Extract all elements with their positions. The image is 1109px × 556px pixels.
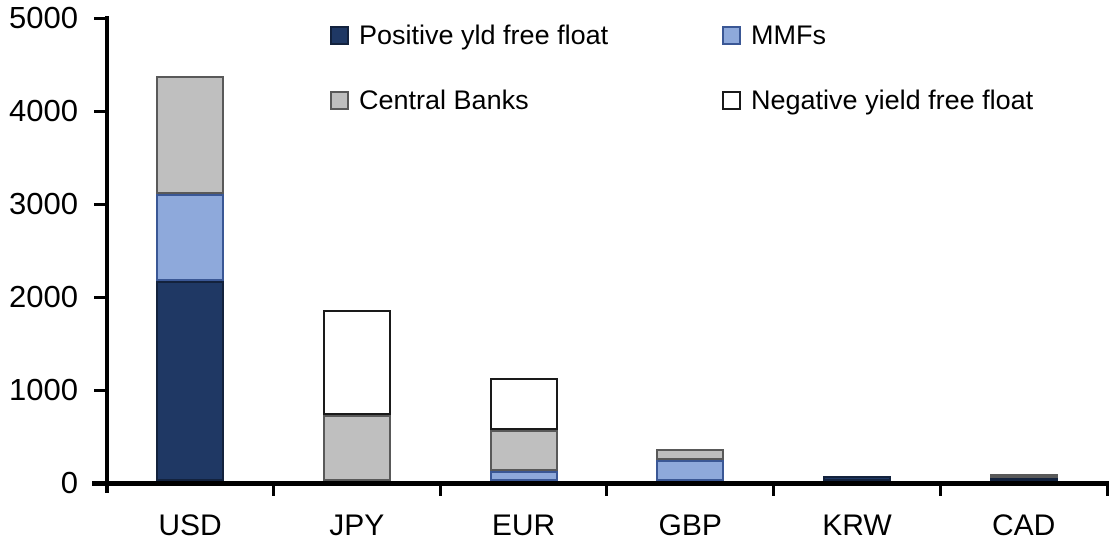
cad-positive-yld-free-float-segment [989,477,1058,482]
jpy-central-banks-segment [322,414,391,481]
jpy-negative-yield-free-float-segment [322,309,391,415]
legend-label: Central Banks [359,84,529,115]
eur-negative-yield-free-float-segment [489,377,558,430]
legend-item-negative-yield-free-float: Negative yield free float [722,85,1033,115]
gbp-mmfs-segment [656,459,725,481]
x-tick [938,481,942,496]
x-tick [605,481,609,496]
usd-mmfs-segment [156,193,225,282]
legend-label: Positive yld free float [359,19,609,50]
x-axis-label-gbp: GBP [658,509,722,542]
y-tick-label: 3000 [9,186,78,221]
x-tick [1105,481,1109,496]
y-tick-label: 1000 [9,372,78,407]
y-tick [93,481,107,485]
y-tick [93,202,107,206]
legend-swatch-mmfs [722,25,741,45]
usd-positive-yld-free-float-segment [156,281,225,481]
legend-item-central-banks: Central Banks [330,85,529,115]
legend-swatch-central-banks [330,90,349,110]
eur-mmfs-segment [489,470,558,481]
x-axis-label-jpy: JPY [329,509,385,542]
legend-label: MMFs [751,19,826,50]
y-tick [93,388,107,392]
y-tick [93,295,107,299]
krw-positive-yld-free-float-segment [822,476,891,481]
eur-central-banks-segment [489,429,558,471]
gbp-central-banks-segment [656,449,725,460]
legend-item-mmfs: MMFs [722,20,826,50]
usd-central-banks-segment [156,76,225,194]
legend-label: Negative yield free float [751,84,1034,115]
cad-central-banks-segment [989,473,1058,478]
y-tick-label: 4000 [9,93,78,128]
y-tick-label: 5000 [9,0,78,35]
legend-swatch-positive-yld-free-float [330,25,349,45]
legend-item-positive-yld-free-float: Positive yld free float [330,20,608,50]
y-tick [93,16,107,20]
y-axis [104,16,109,493]
x-axis-label-eur: EUR [491,509,556,542]
x-axis-label-cad: CAD [991,509,1056,542]
x-axis-label-krw: KRW [822,509,892,542]
legend-swatch-negative-yield-free-float [722,90,741,110]
x-tick [772,481,776,496]
x-tick [438,481,442,496]
x-axis [92,481,1108,486]
y-tick [93,109,107,113]
y-tick-label: 2000 [9,279,78,314]
x-tick [271,481,275,496]
x-axis-label-usd: USD [158,509,222,542]
y-tick-label: 0 [60,465,78,500]
